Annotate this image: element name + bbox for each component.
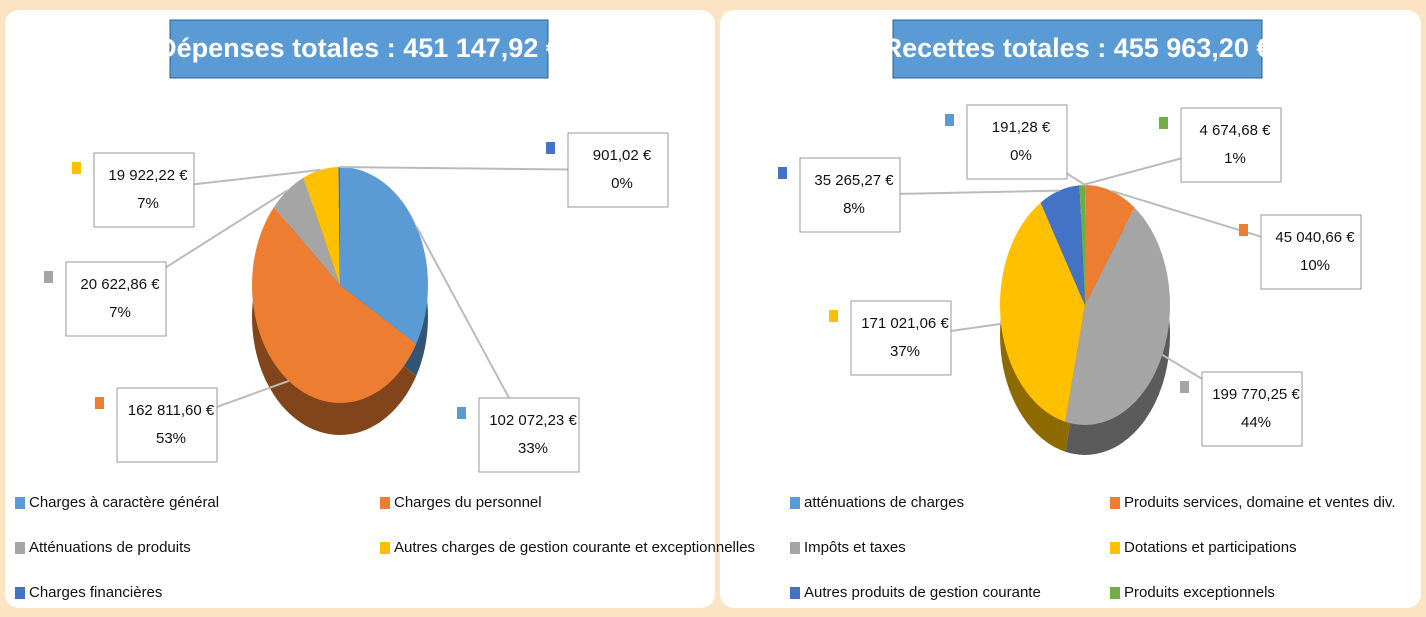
legend-swatch — [790, 497, 800, 509]
data-label: 102 072,23 € — [489, 412, 577, 429]
label-box — [94, 153, 194, 227]
legend-swatch — [380, 497, 390, 509]
legend-label: Autres produits de gestion courante — [804, 584, 1041, 601]
data-label: 901,02 € — [593, 147, 652, 164]
label-box — [1202, 372, 1302, 446]
legend-label: Charges du personnel — [394, 494, 542, 511]
data-label: 171 021,06 € — [861, 315, 949, 332]
legend-swatch — [15, 587, 25, 599]
legend-label: Charges financières — [29, 584, 162, 601]
legend-swatch — [380, 542, 390, 554]
label-marker — [44, 271, 53, 283]
label-box — [851, 301, 951, 375]
percent-label: 37% — [890, 343, 920, 360]
legend-label: Impôts et taxes — [804, 539, 906, 556]
percent-label: 8% — [843, 200, 865, 217]
label-box — [66, 262, 166, 336]
legend-label: Charges à caractère général — [29, 494, 219, 511]
label-marker — [457, 407, 466, 419]
legend-swatch — [1110, 587, 1120, 599]
label-marker — [1180, 381, 1189, 393]
legend-label: Atténuations de produits — [29, 539, 191, 556]
legend-swatch — [1110, 542, 1120, 554]
legend-swatch — [790, 587, 800, 599]
data-label: 35 265,27 € — [814, 172, 894, 189]
label-box — [800, 158, 900, 232]
data-label: 191,28 € — [992, 119, 1051, 136]
legend-label: Dotations et participations — [1124, 539, 1297, 556]
percent-label: 44% — [1241, 414, 1271, 431]
percent-label: 0% — [611, 175, 633, 192]
label-marker — [546, 142, 555, 154]
label-marker — [95, 397, 104, 409]
percent-label: 53% — [156, 430, 186, 447]
percent-label: 7% — [109, 304, 131, 321]
label-marker — [829, 310, 838, 322]
data-label: 4 674,68 € — [1200, 122, 1272, 139]
label-marker — [945, 114, 954, 126]
chart-title: Dépenses totales : 451 147,92 € — [157, 33, 561, 63]
legend-swatch — [790, 542, 800, 554]
percent-label: 33% — [518, 440, 548, 457]
legend-label: atténuations de charges — [804, 494, 964, 511]
legend-swatch — [15, 497, 25, 509]
legend-label: Produits services, domaine et ventes div… — [1124, 494, 1396, 511]
label-box — [568, 133, 668, 207]
label-marker — [72, 162, 81, 174]
percent-label: 7% — [137, 195, 159, 212]
percent-label: 10% — [1300, 257, 1330, 274]
label-box — [479, 398, 579, 472]
legend-label: Autres charges de gestion courante et ex… — [394, 539, 755, 556]
data-label: 19 922,22 € — [108, 167, 188, 184]
data-label: 45 040,66 € — [1275, 229, 1355, 246]
percent-label: 0% — [1010, 147, 1032, 164]
label-box — [967, 105, 1067, 179]
legend-swatch — [1110, 497, 1120, 509]
label-box — [117, 388, 217, 462]
label-box — [1261, 215, 1361, 289]
data-label: 162 811,60 € — [128, 402, 215, 419]
percent-label: 1% — [1224, 150, 1246, 167]
label-marker — [778, 167, 787, 179]
data-label: 20 622,86 € — [80, 276, 160, 293]
legend-label: Produits exceptionnels — [1124, 584, 1275, 601]
data-label: 199 770,25 € — [1212, 386, 1300, 403]
label-marker — [1159, 117, 1168, 129]
chart-title: Recettes totales : 455 963,20 € — [883, 33, 1272, 63]
label-box — [1181, 108, 1281, 182]
label-marker — [1239, 224, 1248, 236]
legend-swatch — [15, 542, 25, 554]
